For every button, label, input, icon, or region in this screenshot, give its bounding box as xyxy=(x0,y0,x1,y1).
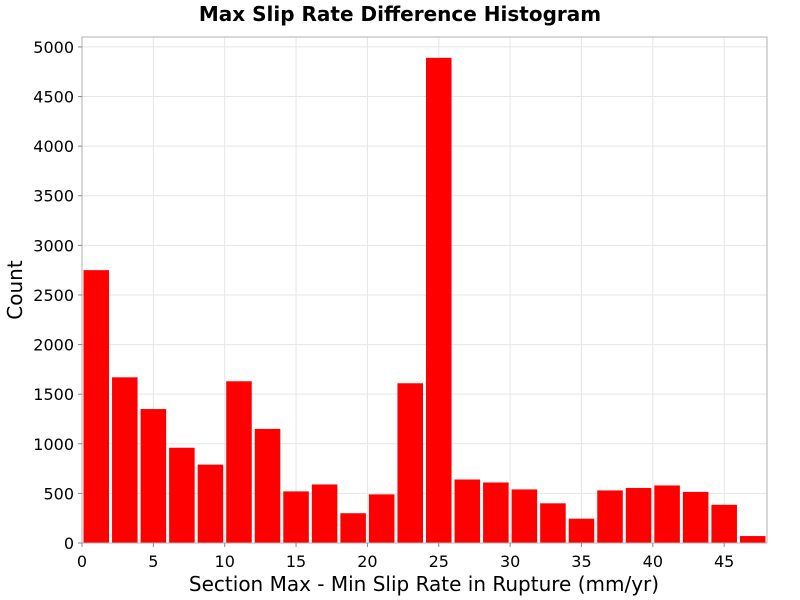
histogram-bar xyxy=(254,428,281,543)
y-tick-label: 5000 xyxy=(33,38,74,57)
histogram-bar xyxy=(311,484,338,543)
y-tick-label: 2000 xyxy=(33,336,74,355)
histogram-bar xyxy=(511,489,538,543)
y-tick-label: 0 xyxy=(64,534,74,553)
histogram-bar xyxy=(426,57,452,543)
grid-lines xyxy=(82,37,767,543)
x-tick-label: 10 xyxy=(215,552,235,571)
histogram-bar xyxy=(368,494,395,543)
histogram-bar xyxy=(197,464,224,543)
y-axis-ticks: 0 500 1000 1500 2000 2500 3000 3500 4000 4500 5000 xyxy=(33,38,82,553)
y-tick-label: 3500 xyxy=(33,187,74,206)
x-tick-label: 20 xyxy=(357,552,377,571)
histogram-bar xyxy=(739,536,766,543)
y-axis-label: Count xyxy=(3,260,27,320)
x-tick-label: 25 xyxy=(429,552,449,571)
histogram-bar xyxy=(625,487,652,543)
y-tick-label: 500 xyxy=(43,484,74,503)
histogram-bar xyxy=(397,383,423,543)
x-axis-label: Section Max - Min Slip Rate in Rupture (… xyxy=(189,572,659,596)
plot-frame xyxy=(81,36,768,544)
histogram-bar xyxy=(340,513,366,543)
histogram-bar xyxy=(682,491,709,543)
y-tick-label: 4000 xyxy=(33,137,74,156)
x-tick-label: 0 xyxy=(77,552,87,571)
histogram-bar xyxy=(83,270,110,543)
x-axis-ticks: 0 5 10 15 20 25 30 35 40 45 xyxy=(77,543,734,571)
x-tick-label: 45 xyxy=(714,552,734,571)
x-tick-label: 40 xyxy=(643,552,663,571)
histogram-bar xyxy=(169,447,195,543)
histogram-bar xyxy=(283,491,309,543)
x-tick-label: 35 xyxy=(571,552,591,571)
histogram-bar xyxy=(568,518,595,543)
histogram-bar xyxy=(654,485,680,543)
histogram-bar xyxy=(226,381,252,543)
histogram-bar xyxy=(540,503,566,543)
y-tick-label: 2500 xyxy=(33,286,74,305)
y-tick-label: 1000 xyxy=(33,435,74,454)
y-tick-label: 3000 xyxy=(33,236,74,255)
x-tick-label: 30 xyxy=(500,552,520,571)
histogram-bar xyxy=(483,482,509,543)
histogram-bar xyxy=(597,490,623,543)
chart-title: Max Slip Rate Difference Histogram xyxy=(199,2,601,26)
histogram-bar xyxy=(711,504,737,543)
histogram-bar xyxy=(112,377,138,543)
x-tick-label: 5 xyxy=(148,552,158,571)
y-tick-label: 4500 xyxy=(33,88,74,107)
y-tick-label: 1500 xyxy=(33,385,74,404)
bars xyxy=(83,57,766,543)
histogram-bar xyxy=(140,409,167,543)
histogram-bar xyxy=(454,479,481,543)
x-tick-label: 15 xyxy=(286,552,306,571)
